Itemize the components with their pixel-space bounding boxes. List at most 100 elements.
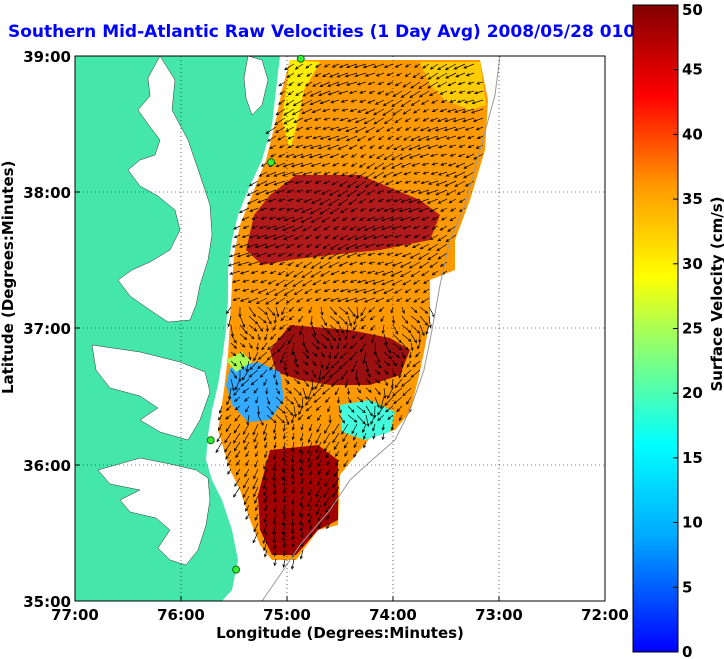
velocity-arrow <box>283 108 295 116</box>
velocity-arrow-head <box>291 543 295 548</box>
velocity-arrow-head <box>377 136 382 141</box>
velocity-arrow-head <box>278 83 283 87</box>
velocity-arrow-head <box>257 365 261 370</box>
velocity-arrow-head <box>243 336 248 341</box>
velocity-arrow <box>362 423 367 433</box>
velocity-arrow-head <box>322 298 327 302</box>
velocity-arrow-head <box>439 263 444 267</box>
velocity-arrow <box>355 288 367 293</box>
velocity-arrow-head <box>387 416 391 420</box>
velocity-arrow-head <box>431 217 436 221</box>
velocity-arrow <box>307 414 313 420</box>
velocity-arrow-head <box>344 336 348 341</box>
velocity-arrow-head <box>233 288 238 292</box>
velocity-arrow-head <box>257 290 262 294</box>
velocity-arrow <box>431 99 439 104</box>
velocity-arrow-head <box>278 154 282 158</box>
velocity-arrow <box>269 144 277 149</box>
velocity-arrow-head <box>387 136 392 140</box>
velocity-arrow-head <box>252 539 256 544</box>
velocity-arrow-head <box>251 279 256 283</box>
velocity-arrow-head <box>272 539 276 544</box>
velocity-arrow-head <box>298 318 302 323</box>
velocity-arrow-head <box>410 102 415 107</box>
velocity-arrow <box>355 117 367 123</box>
velocity-arrow <box>266 315 272 325</box>
velocity-arrow <box>233 423 241 434</box>
velocity-arrow <box>338 144 349 150</box>
velocity-arrow <box>319 153 331 158</box>
velocity-arrow <box>401 324 412 333</box>
velocity-arrow <box>291 450 295 463</box>
velocity-arrow-head <box>333 311 338 316</box>
velocity-arrow <box>449 99 457 103</box>
velocity-arrow-head <box>262 530 266 535</box>
velocity-arrow <box>277 342 286 353</box>
velocity-arrow-head <box>364 175 369 179</box>
velocity-arrow <box>284 63 295 70</box>
velocity-arrow <box>342 279 349 283</box>
velocity-arrow <box>300 153 313 158</box>
velocity-arrow-head <box>467 144 472 148</box>
velocity-arrow-head <box>239 271 244 275</box>
velocity-arrow-head <box>413 234 418 238</box>
velocity-arrow-head <box>244 473 248 478</box>
velocity-arrow-head <box>454 109 458 113</box>
velocity-arrow <box>239 315 245 328</box>
velocity-arrow <box>320 351 325 358</box>
velocity-arrow <box>377 414 385 421</box>
velocity-arrow <box>428 180 439 185</box>
velocity-arrow <box>230 351 236 356</box>
velocity-arrow-head <box>281 476 286 481</box>
velocity-arrow-head <box>423 280 427 284</box>
velocity-arrow <box>293 369 299 375</box>
velocity-arrow <box>285 126 295 132</box>
velocity-arrow-head <box>422 225 427 229</box>
velocity-arrow <box>418 252 430 260</box>
velocity-arrow-head <box>362 429 366 434</box>
velocity-arrow <box>347 189 358 197</box>
velocity-arrow <box>323 243 331 249</box>
velocity-arrow <box>319 198 331 205</box>
velocity-arrow-head <box>408 147 413 151</box>
velocity-arrow-head <box>290 512 294 517</box>
velocity-arrow-head <box>248 235 253 239</box>
velocity-arrow <box>432 225 439 230</box>
velocity-arrow <box>258 351 268 360</box>
velocity-arrow-head <box>354 376 359 381</box>
velocity-arrow-head <box>382 112 386 116</box>
velocity-arrow <box>287 135 295 140</box>
velocity-arrow-head <box>258 225 263 230</box>
velocity-arrow <box>338 324 345 334</box>
velocity-arrow-head <box>321 219 326 223</box>
velocity-arrow <box>410 324 420 334</box>
velocity-arrow <box>411 162 421 167</box>
velocity-arrow-head <box>340 271 345 275</box>
velocity-arrow-head <box>296 244 301 248</box>
velocity-arrow <box>347 396 352 403</box>
velocity-arrow-head <box>325 399 329 403</box>
velocity-arrow <box>396 126 403 131</box>
velocity-arrow <box>275 243 286 249</box>
velocity-arrow <box>263 477 268 490</box>
velocity-arrow <box>339 261 349 267</box>
velocity-arrow-head <box>264 336 268 341</box>
velocity-arrow-head <box>464 183 469 187</box>
velocity-arrow-head <box>260 163 265 167</box>
velocity-arrow <box>332 477 340 488</box>
velocity-arrow-head <box>385 243 390 247</box>
velocity-arrow-head <box>450 208 454 212</box>
velocity-arrow-head <box>234 483 238 487</box>
velocity-arrow <box>309 531 313 538</box>
velocity-arrow <box>330 297 340 302</box>
velocity-arrow-head <box>309 534 313 539</box>
velocity-arrow-head <box>440 162 444 166</box>
velocity-arrow <box>302 369 309 375</box>
velocity-arrow-head <box>373 65 377 69</box>
velocity-arrow <box>330 207 340 214</box>
velocity-arrow-head <box>437 172 442 176</box>
velocity-arrow <box>229 252 241 257</box>
velocity-arrow-head <box>304 396 308 400</box>
velocity-arrow <box>383 369 389 375</box>
velocity-arrow <box>361 324 367 329</box>
